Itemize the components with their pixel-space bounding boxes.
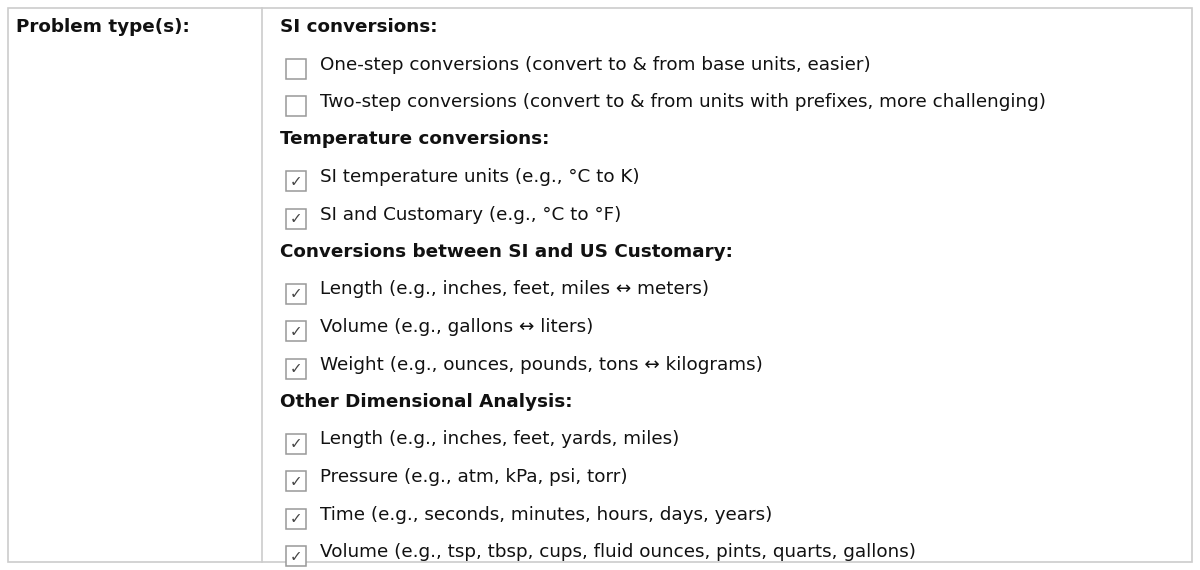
Text: ✓: ✓ — [289, 549, 302, 564]
Text: Pressure (e.g., atm, kPa, psi, torr): Pressure (e.g., atm, kPa, psi, torr) — [320, 468, 628, 486]
Bar — [286, 96, 306, 116]
Text: ✓: ✓ — [289, 211, 302, 226]
Text: Time (e.g., seconds, minutes, hours, days, years): Time (e.g., seconds, minutes, hours, day… — [320, 506, 773, 523]
Bar — [286, 471, 306, 491]
Text: Problem type(s):: Problem type(s): — [16, 18, 190, 36]
Text: Temperature conversions:: Temperature conversions: — [280, 131, 548, 149]
Text: ✓: ✓ — [289, 174, 302, 189]
Text: Length (e.g., inches, feet, miles ↔ meters): Length (e.g., inches, feet, miles ↔ mete… — [320, 280, 709, 299]
Text: ✓: ✓ — [289, 474, 302, 488]
Text: SI and Customary (e.g., °C to °F): SI and Customary (e.g., °C to °F) — [320, 206, 622, 223]
Text: ✓: ✓ — [289, 436, 302, 451]
Text: Length (e.g., inches, feet, yards, miles): Length (e.g., inches, feet, yards, miles… — [320, 430, 679, 449]
Text: Weight (e.g., ounces, pounds, tons ↔ kilograms): Weight (e.g., ounces, pounds, tons ↔ kil… — [320, 356, 763, 373]
Bar — [286, 321, 306, 341]
Text: Volume (e.g., gallons ↔ liters): Volume (e.g., gallons ↔ liters) — [320, 318, 593, 336]
Text: One-step conversions (convert to & from base units, easier): One-step conversions (convert to & from … — [320, 55, 871, 74]
Bar — [286, 171, 306, 192]
Text: SI temperature units (e.g., °C to K): SI temperature units (e.g., °C to K) — [320, 168, 640, 186]
Bar — [286, 209, 306, 229]
Text: ✓: ✓ — [289, 361, 302, 376]
Text: Two-step conversions (convert to & from units with prefixes, more challenging): Two-step conversions (convert to & from … — [320, 93, 1046, 111]
Bar — [286, 546, 306, 567]
Text: SI conversions:: SI conversions: — [280, 18, 437, 36]
Text: Volume (e.g., tsp, tbsp, cups, fluid ounces, pints, quarts, gallons): Volume (e.g., tsp, tbsp, cups, fluid oun… — [320, 543, 916, 561]
Bar — [286, 359, 306, 379]
Text: ✓: ✓ — [289, 324, 302, 339]
Text: ✓: ✓ — [289, 286, 302, 301]
Bar — [286, 283, 306, 304]
Text: Other Dimensional Analysis:: Other Dimensional Analysis: — [280, 393, 572, 411]
Text: Conversions between SI and US Customary:: Conversions between SI and US Customary: — [280, 243, 732, 261]
Bar — [286, 59, 306, 79]
Bar — [286, 508, 306, 529]
Bar — [286, 434, 306, 454]
Text: ✓: ✓ — [289, 511, 302, 526]
